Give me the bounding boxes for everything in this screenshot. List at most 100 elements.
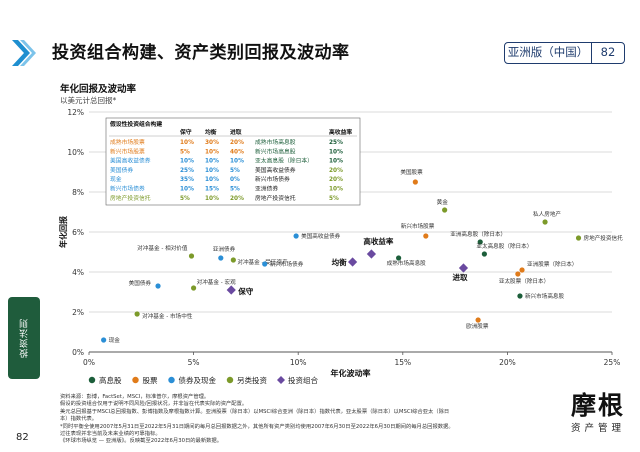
portfolio-table-header: 进取 [230, 128, 242, 136]
portfolio-table-yield-weight: 20% [329, 168, 343, 174]
portfolio-table-yield-asset: 成熟市场高息股 [255, 138, 296, 146]
point-marker [101, 337, 107, 343]
legend-label: 高息股 [99, 375, 122, 385]
portfolio-table-yield-weight: 10% [329, 149, 343, 155]
point-marker [218, 255, 224, 261]
portfolio-table-conservative: 5% [180, 149, 190, 155]
portfolio-table-conservative: 10% [180, 140, 194, 146]
point-marker [575, 235, 582, 241]
y-tick-label: 4% [72, 268, 84, 277]
point-label: 美国债券 [129, 279, 152, 287]
portfolio-table-aggressive: 10% [230, 159, 244, 165]
footnote-line: 过往表现并非当前及未来业绩的可靠指标。 [60, 431, 161, 438]
portfolio-table-conservative: 25% [180, 168, 194, 174]
portfolio-table-aggressive: 5% [230, 187, 240, 193]
point-label: 新兴市场股票 [401, 222, 435, 230]
footnotes: 资料来源：彭博，FactSet，MSCI，标准普尔，摩根资产管理。 假设的投资组… [60, 394, 510, 446]
portfolio-table-yield-weight: 20% [329, 177, 343, 183]
legend-marker [132, 376, 139, 384]
y-tick-label: 0% [72, 348, 84, 357]
portfolio-table-balanced: 10% [205, 149, 219, 155]
y-tick-label: 10% [67, 148, 84, 157]
point-label: 高收益率 [363, 236, 393, 246]
point-label: 均衡 [332, 257, 347, 267]
portfolio-table-yield-weight: 10% [329, 159, 343, 165]
point-label: 亚洲股票（除日本） [527, 260, 577, 268]
footnote-line: 《环球市场纵览 — 亚洲版》。反映截至2022年6月30日的最新数据。 [60, 438, 223, 445]
portfolio-table-conservative: 5% [180, 196, 190, 202]
point-label: 成熟市场高息股 [387, 259, 427, 267]
point-label: 新兴市场高息股 [525, 292, 565, 300]
point-marker [481, 251, 487, 257]
x-tick-label: 0% [83, 358, 95, 367]
portfolio-table-yield-asset: 美国高收益债券 [255, 166, 296, 174]
point-marker [515, 271, 521, 277]
portfolio-table-header: 高收益率 [329, 128, 352, 136]
point-marker [188, 253, 195, 259]
x-tick-label: 10% [290, 358, 307, 367]
point-label: 黄金 [437, 198, 449, 206]
portfolio-table-yield-asset: 新兴市场高息股 [255, 147, 296, 155]
x-tick-label: 15% [394, 358, 411, 367]
point-label: 欧洲股票 [466, 322, 489, 330]
portfolio-table-yield-weight: 10% [329, 187, 343, 193]
x-tick-label: 25% [604, 358, 621, 367]
point-label: 房地产投资信托 [584, 234, 624, 242]
point-marker [517, 293, 523, 299]
point-marker [475, 317, 481, 323]
portfolio-table-aggressive: 0% [230, 177, 240, 183]
portfolio-table-title: 假设性投资组合构建 [110, 120, 162, 128]
y-tick-label: 2% [72, 308, 84, 317]
portfolio-table-aggressive: 40% [230, 149, 244, 155]
portfolio-table-header: 保守 [179, 128, 192, 136]
logo-subtext: 资产管理 [570, 423, 625, 434]
point-marker [134, 311, 140, 317]
point-marker [477, 239, 483, 245]
y-tick-label: 8% [72, 188, 84, 197]
point-marker [155, 283, 161, 289]
point-marker [519, 267, 525, 273]
portfolio-table-balanced: 30% [205, 140, 219, 146]
point-label: 对冲基金 - 相对价值 [137, 244, 188, 252]
chevron-logo-icon [12, 40, 36, 66]
portfolio-table-yield-asset: 新兴市场债券 [255, 175, 290, 183]
point-marker [191, 285, 197, 291]
portfolio-table-conservative: 35% [180, 177, 194, 183]
point-label: 新兴市场债券 [270, 260, 304, 268]
point-marker [396, 255, 402, 261]
legend-marker-portfolio [277, 376, 285, 384]
portfolio-table-asset: 成熟市场股票 [110, 138, 145, 146]
y-tick-label: 6% [72, 228, 84, 237]
point-label: 对冲基金 - 宏观 [197, 278, 237, 286]
legend-marker [226, 376, 234, 384]
point-label: 美国高收益债券 [301, 232, 341, 240]
legend-marker [168, 376, 175, 384]
page-number-badge: 82 [600, 45, 616, 59]
point-label: 亚洲高息股（除日本） [450, 230, 506, 238]
point-marker [293, 233, 299, 239]
point-marker-portfolio [458, 263, 469, 273]
portfolio-table-asset: 新兴市场股票 [110, 147, 145, 155]
point-label: 亚太股票（除日本） [499, 277, 549, 285]
portfolio-table-balanced: 15% [205, 187, 219, 193]
portfolio-table-header: 均衡 [205, 128, 217, 136]
point-label: 对冲基金 - 市场中性 [142, 312, 193, 320]
point-marker-portfolio [366, 249, 377, 259]
legend-label: 另类投资 [237, 375, 267, 385]
side-tab[interactable]: 投资法则 [8, 297, 40, 379]
y-axis-label: 年化回报 [58, 216, 68, 248]
footnote-line: *同时平衡全使用2007年5月31日至2022年5月31日期间的每月总回报数据之… [60, 423, 454, 430]
legend-label: 股票 [143, 376, 158, 385]
portfolio-table-conservative: 10% [180, 159, 194, 165]
point-label: 亚太高息股（除日本） [476, 242, 532, 250]
chart-subtitle: 以美元计总回报* [60, 95, 116, 105]
point-marker [412, 179, 418, 185]
chart-title: 年化回报及波动率 [60, 83, 137, 95]
x-tick-label: 20% [499, 358, 516, 367]
portfolio-table-balanced: 10% [205, 168, 219, 174]
portfolio-table-yield-asset: 亚洲债券 [255, 185, 278, 193]
portfolio-table-aggressive: 5% [230, 168, 240, 174]
x-tick-label: 5% [188, 358, 200, 367]
portfolio-table-balanced: 10% [205, 159, 219, 165]
